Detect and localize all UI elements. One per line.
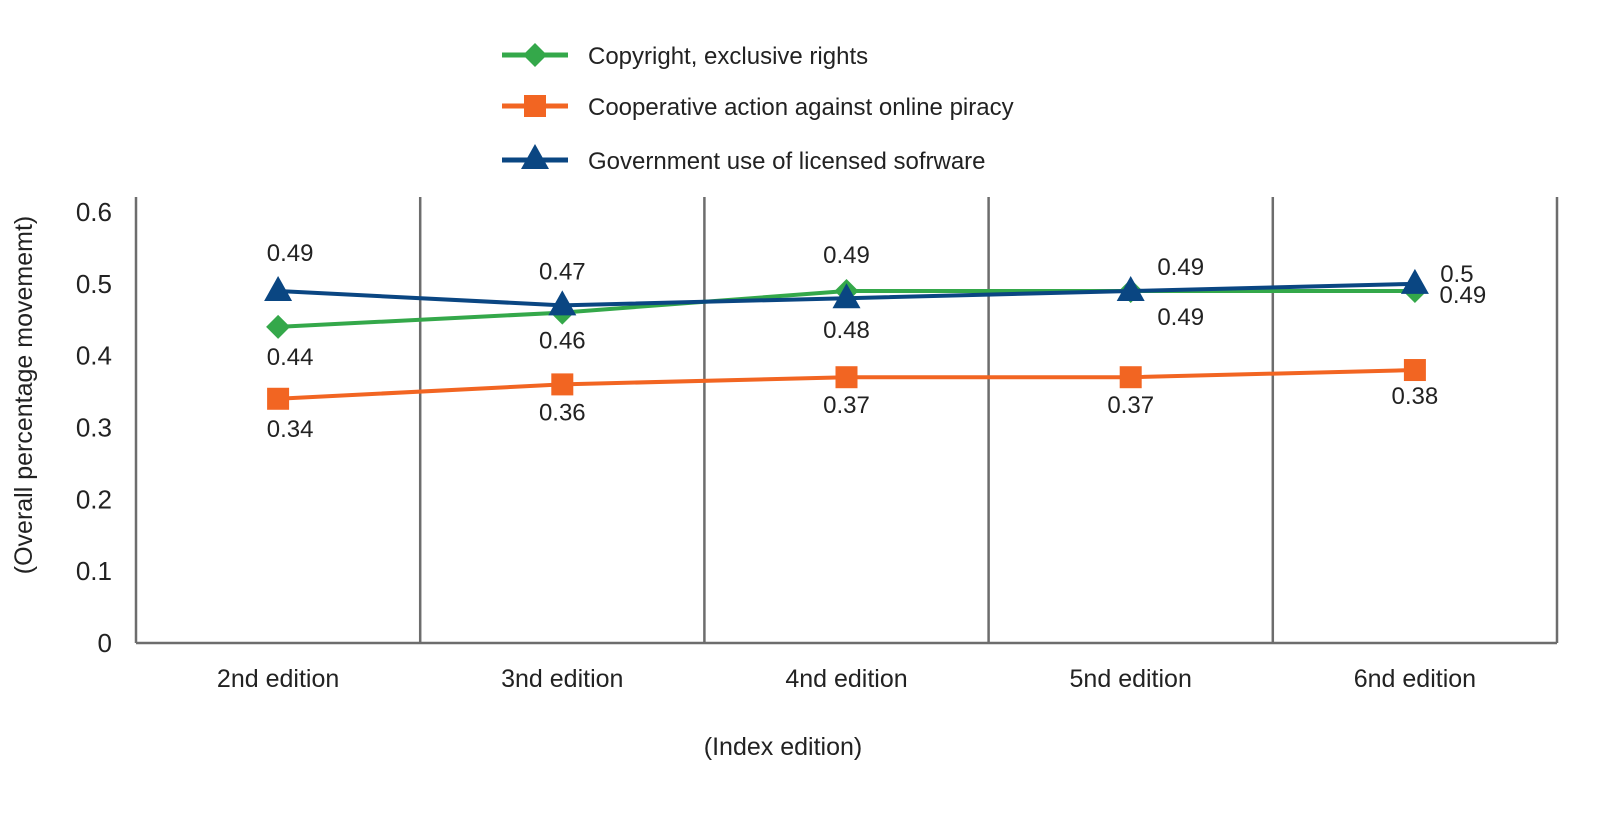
y-tick-label: 0.2 bbox=[76, 484, 112, 514]
legend-item: Cooperative action against online piracy bbox=[502, 94, 1014, 121]
y-tick-label: 0.4 bbox=[76, 341, 112, 371]
legend-item: Copyright, exclusive rights bbox=[502, 43, 868, 70]
square-marker bbox=[835, 366, 858, 389]
triangle-marker bbox=[548, 290, 577, 316]
data-label: 0.49 bbox=[267, 240, 314, 267]
data-label: 0.38 bbox=[1392, 383, 1439, 410]
grid bbox=[134, 197, 1559, 645]
legend-square-icon bbox=[524, 95, 546, 117]
y-tick-label: 0 bbox=[98, 628, 112, 658]
square-marker bbox=[551, 373, 574, 396]
legend-diamond-icon bbox=[523, 43, 547, 67]
y-tick-label: 0.5 bbox=[76, 269, 112, 299]
data-label: 0.44 bbox=[267, 344, 314, 371]
x-axis-ticks: 2nd edition 3nd edition 4nd edition 5nd edi… bbox=[217, 665, 1476, 693]
square-marker bbox=[267, 387, 290, 410]
series-square bbox=[267, 359, 1426, 410]
data-label: 0.5 bbox=[1440, 261, 1473, 288]
series-triangle bbox=[264, 268, 1429, 316]
data-label: 0.36 bbox=[539, 399, 586, 426]
data-labels: 0.44 0.46 0.49 0.49 0.49 0.34 0.36 0.37 0.37 0.38… bbox=[267, 240, 1487, 443]
y-tick-label: 0.6 bbox=[76, 197, 112, 227]
triangle-marker bbox=[1400, 268, 1429, 294]
y-tick-label: 0.1 bbox=[76, 556, 112, 586]
x-tick-label: 5nd edition bbox=[1070, 665, 1192, 693]
data-label: 0.46 bbox=[539, 328, 586, 355]
triangle-marker bbox=[264, 276, 293, 302]
x-tick-label: 2nd edition bbox=[217, 665, 339, 693]
data-label: 0.49 bbox=[1157, 254, 1204, 281]
legend-label: Copyright, exclusive rights bbox=[588, 43, 868, 70]
triangle-marker bbox=[1116, 276, 1145, 302]
data-label: 0.49 bbox=[1440, 282, 1487, 309]
series-group bbox=[264, 268, 1429, 410]
data-label: 0.49 bbox=[823, 242, 870, 269]
y-tick-label: 0.3 bbox=[76, 413, 112, 443]
legend-label: Government use of licensed sofrware bbox=[588, 148, 986, 175]
x-tick-label: 6nd edition bbox=[1354, 665, 1476, 693]
y-axis-ticks: 0 0.1 0.2 0.3 0.4 0.5 0.6 bbox=[76, 197, 112, 658]
data-label: 0.37 bbox=[823, 392, 870, 419]
x-tick-label: 4nd edition bbox=[785, 665, 907, 693]
x-axis-title: (Index edition) bbox=[704, 733, 862, 761]
legend-label: Cooperative action against online piracy bbox=[588, 94, 1014, 121]
data-label: 0.34 bbox=[267, 416, 314, 443]
legend-triangle-icon bbox=[521, 144, 549, 169]
data-label: 0.48 bbox=[823, 317, 870, 344]
square-marker bbox=[1119, 366, 1142, 389]
x-tick-label: 3nd edition bbox=[501, 665, 623, 693]
y-axis-title: (Overall percentage movememt) bbox=[10, 216, 38, 574]
data-label: 0.37 bbox=[1107, 392, 1154, 419]
data-label: 0.47 bbox=[539, 258, 586, 285]
legend: Copyright, exclusive rights Cooperative a… bbox=[502, 43, 1014, 175]
triangle-marker bbox=[832, 283, 861, 309]
diamond-marker bbox=[266, 314, 291, 339]
legend-item: Government use of licensed sofrware bbox=[502, 144, 986, 175]
square-marker bbox=[1403, 359, 1426, 382]
data-label: 0.49 bbox=[1157, 304, 1204, 331]
